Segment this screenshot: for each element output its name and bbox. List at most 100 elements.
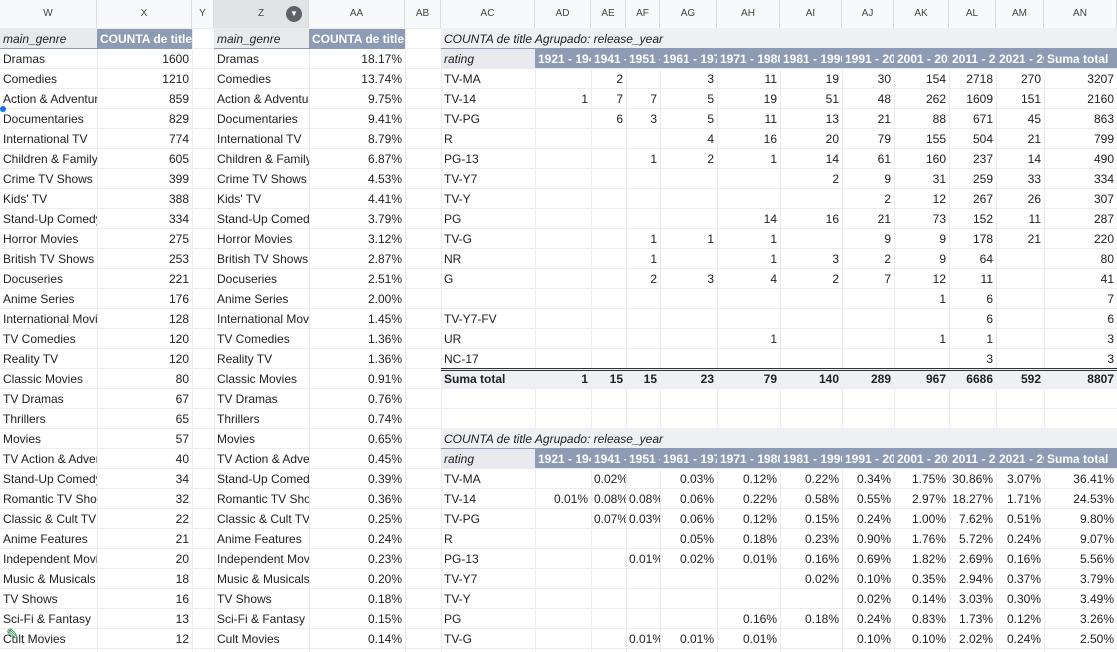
pivot-value-cell[interactable]: 7 (650, 92, 657, 106)
pivot-value-cell[interactable]: 80 (1100, 252, 1114, 266)
total-value-cell[interactable]: 140 (818, 372, 839, 386)
pivot-value-cell[interactable]: 0.16% (804, 552, 839, 566)
genre-cell[interactable]: Stand-Up Comedy & Talk (217, 472, 309, 486)
pivot-value-cell[interactable] (626, 169, 660, 189)
pivot-value-cell[interactable]: 0.51% (1006, 512, 1041, 526)
pivot-value-cell[interactable] (626, 189, 660, 209)
genre-cell[interactable]: Stand-Up Comedy (3, 212, 97, 226)
total-value-cell[interactable]: 15 (609, 372, 623, 386)
percent-cell[interactable]: 3.79% (367, 212, 402, 226)
column-header-ab[interactable]: AB (405, 0, 441, 28)
rating-cell[interactable]: PG (444, 612, 462, 626)
percent-cell[interactable]: 0.39% (367, 472, 402, 486)
count-cell[interactable]: 1600 (162, 52, 189, 66)
year-range-header[interactable]: 1981 - 1990 (783, 452, 842, 466)
count-cell[interactable]: 829 (168, 112, 189, 126)
pivot-value-cell[interactable]: 270 (1020, 72, 1041, 86)
pivot-value-cell[interactable]: 0.24% (1006, 532, 1041, 546)
pivot-value-cell[interactable] (591, 349, 626, 369)
pivot-value-cell[interactable]: 0.24% (856, 512, 891, 526)
pivot-value-cell[interactable]: 2 (707, 152, 714, 166)
pivot-value-cell[interactable] (717, 289, 780, 309)
year-range-header[interactable]: 2001 - 2010 (897, 452, 949, 466)
genre-cell[interactable]: Horror Movies (3, 232, 79, 246)
genre-cell[interactable]: Anime Features (3, 532, 88, 546)
percent-cell[interactable]: 9.75% (367, 92, 402, 106)
pivot-value-cell[interactable] (660, 189, 717, 209)
pivot-value-cell[interactable]: 799 (1093, 132, 1114, 146)
pivot-value-cell[interactable]: 504 (972, 132, 993, 146)
count-cell[interactable]: 859 (168, 92, 189, 106)
pivot-value-cell[interactable]: 178 (972, 232, 993, 246)
pivot-value-cell[interactable]: 3 (650, 112, 657, 126)
pivot-value-cell[interactable]: 0.23% (804, 532, 839, 546)
pivot-value-cell[interactable]: 0.10% (856, 632, 891, 646)
pivot-value-cell[interactable] (626, 289, 660, 309)
pivot-value-cell[interactable]: 160 (925, 152, 946, 166)
pivot-value-cell[interactable]: 1 (650, 232, 657, 246)
count-cell[interactable]: 120 (168, 332, 189, 346)
pivot-value-cell[interactable] (591, 209, 626, 229)
pivot-value-cell[interactable]: 1.75% (911, 472, 946, 486)
pivot-value-cell[interactable] (535, 229, 591, 249)
genre-cell[interactable]: Independent Movies (217, 552, 309, 566)
pivot-value-cell[interactable]: 0.01% (629, 552, 660, 566)
rating-cell[interactable]: NR (444, 252, 462, 266)
count-cell[interactable]: 388 (168, 192, 189, 206)
pivot-value-cell[interactable] (591, 169, 626, 189)
pivot-value-cell[interactable] (780, 589, 842, 609)
count-cell[interactable]: 334 (168, 212, 189, 226)
column-header-y[interactable]: Y (192, 0, 214, 28)
pivot-value-cell[interactable]: 6 (986, 292, 993, 306)
pivot-value-cell[interactable]: 0.02% (804, 572, 839, 586)
pivot-value-cell[interactable]: 0.12% (742, 512, 777, 526)
year-range-header[interactable]: 1981 - 1990 (783, 52, 842, 66)
percent-cell[interactable]: 6.87% (367, 152, 402, 166)
genre-cell[interactable]: Romantic TV Shows (3, 492, 97, 506)
pivot-value-cell[interactable] (626, 129, 660, 149)
pivot-value-cell[interactable]: 0.55% (856, 492, 891, 506)
pivot-value-cell[interactable] (626, 569, 660, 589)
pivot-value-cell[interactable]: 0.16% (742, 612, 777, 626)
column-header-aa[interactable]: AA (309, 0, 405, 28)
pivot-value-cell[interactable]: 3 (707, 272, 714, 286)
rating-cell[interactable]: R (444, 132, 453, 146)
genre-cell[interactable]: Comedies (3, 72, 58, 86)
genre-cell[interactable]: Cult Movies (217, 632, 280, 646)
pivot-value-cell[interactable]: 307 (1093, 192, 1114, 206)
genre-cell[interactable]: British TV Shows (217, 252, 309, 266)
genre-cell[interactable]: Crime TV Shows (3, 172, 93, 186)
pivot-value-cell[interactable]: 0.18% (742, 532, 777, 546)
pivot-value-cell[interactable]: 21 (1027, 232, 1041, 246)
count-cell[interactable]: 22 (175, 512, 189, 526)
pivot-value-cell[interactable] (996, 249, 1044, 269)
genre-cell[interactable]: Classic Movies (3, 372, 84, 386)
pivot-value-cell[interactable] (717, 569, 780, 589)
pivot-value-cell[interactable] (894, 349, 949, 369)
pivot-value-cell[interactable] (660, 609, 717, 629)
pivot-value-cell[interactable] (626, 209, 660, 229)
pivot-value-cell[interactable]: 1 (650, 252, 657, 266)
pivot-value-cell[interactable]: 3.07% (1006, 472, 1041, 486)
genre-cell[interactable]: Comedies (217, 72, 272, 86)
pivot-value-cell[interactable]: 64 (979, 252, 993, 266)
pivot-value-cell[interactable] (591, 629, 626, 649)
pivot-value-cell[interactable]: 0.03% (679, 472, 714, 486)
pivot-value-cell[interactable] (626, 609, 660, 629)
percent-cell[interactable]: 18.17% (361, 52, 402, 66)
pivot-value-cell[interactable]: 1 (770, 252, 777, 266)
genre-cell[interactable]: Anime Features (217, 532, 302, 546)
count-cell[interactable]: 65 (175, 412, 189, 426)
percent-cell[interactable]: 0.14% (367, 632, 402, 646)
pivot-value-cell[interactable]: 0.24% (856, 612, 891, 626)
total-label[interactable]: Suma total (444, 372, 506, 386)
pivot-value-cell[interactable]: 0.06% (679, 492, 714, 506)
pivot-value-cell[interactable]: 5.56% (1079, 552, 1114, 566)
column-header-ad[interactable]: AD (535, 0, 591, 28)
pivot-value-cell[interactable] (535, 149, 591, 169)
pivot-value-cell[interactable]: 4 (770, 272, 777, 286)
pivot-value-cell[interactable] (591, 189, 626, 209)
pivot-value-cell[interactable]: 1 (770, 152, 777, 166)
rating-cell[interactable] (441, 289, 535, 309)
pivot-value-cell[interactable] (535, 329, 591, 349)
